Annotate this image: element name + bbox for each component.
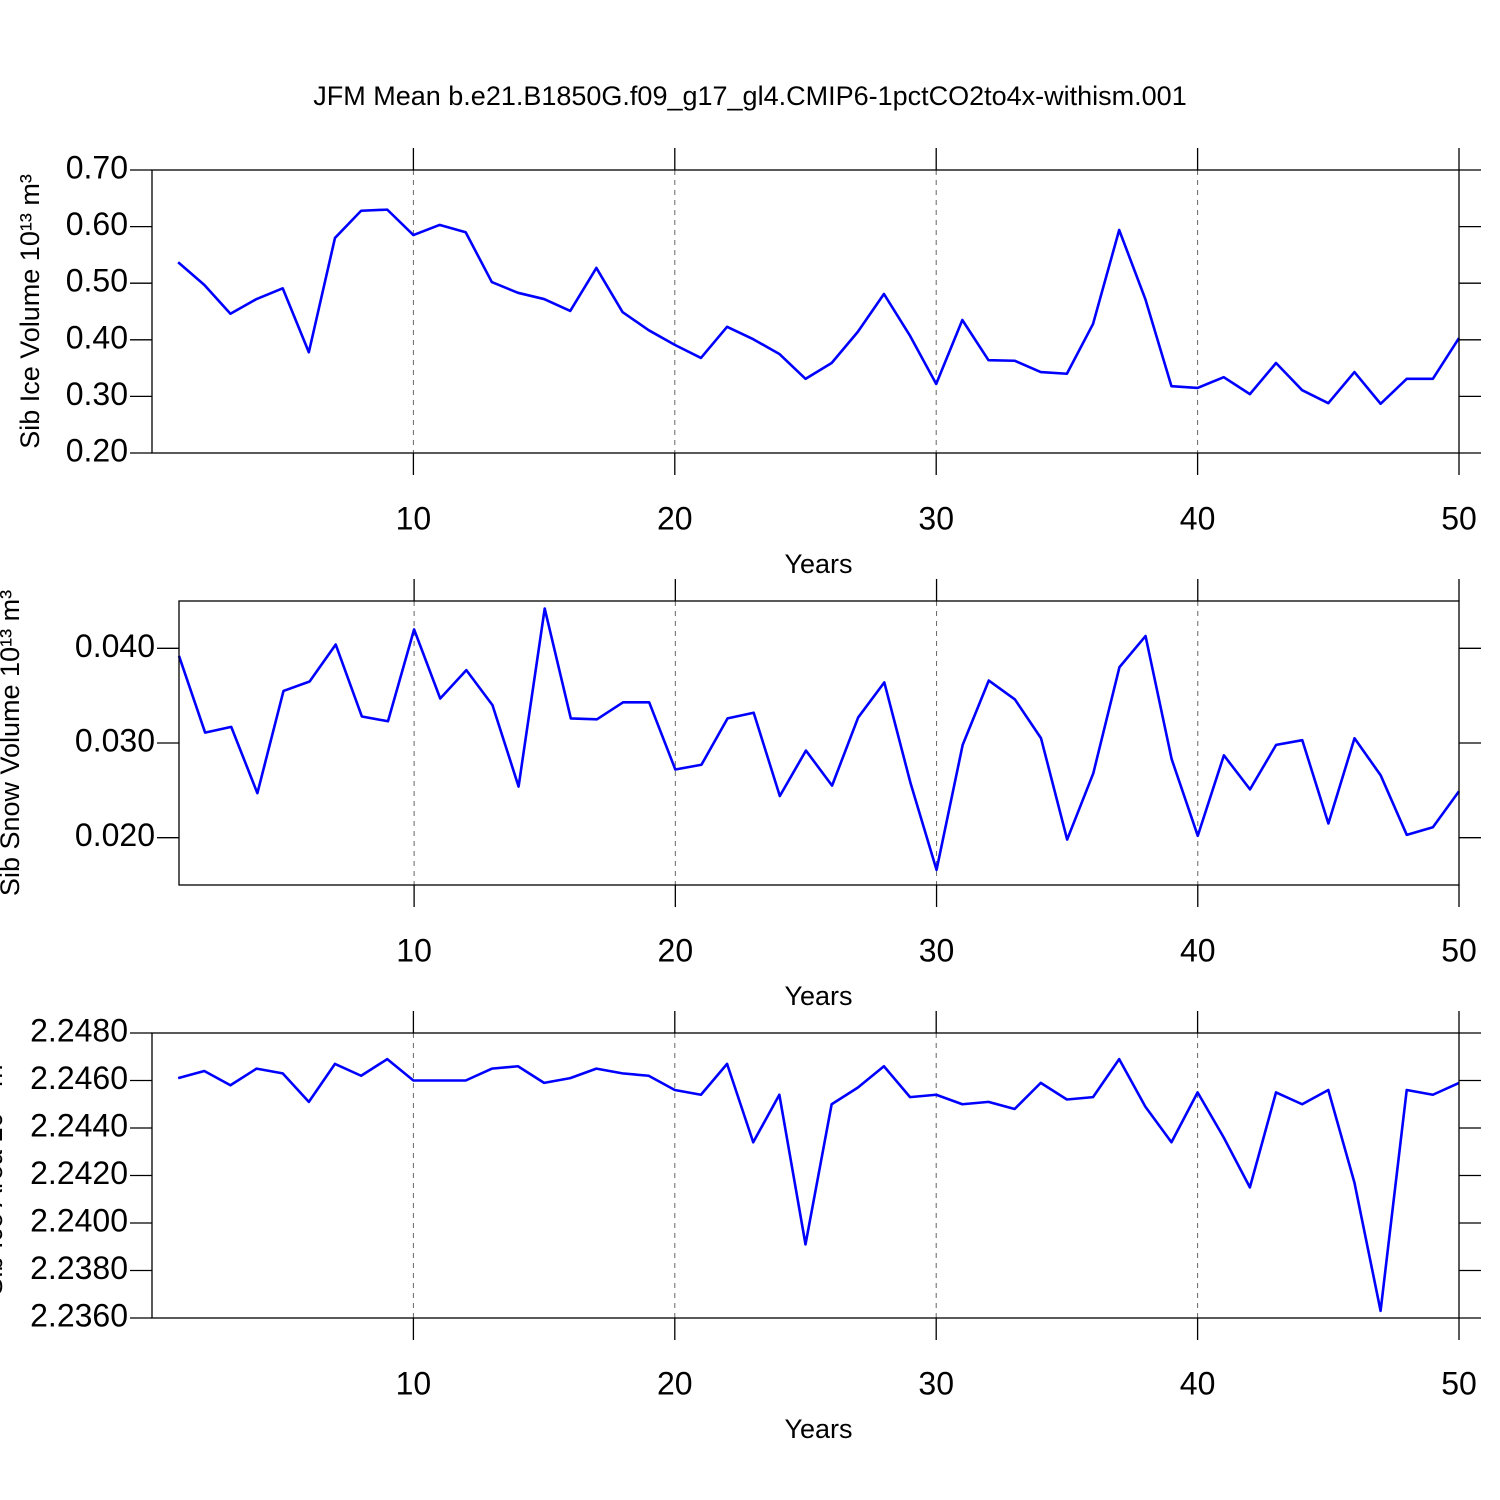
x-tick-label: 10 (396, 1365, 432, 1401)
y-tick-label: 2.2380 (30, 1250, 128, 1286)
x-tick-label: 50 (1441, 1365, 1477, 1401)
plot-frame (178, 600, 1460, 886)
y-tick-label: 2.2460 (30, 1060, 128, 1096)
y-tick-label: 2.2400 (30, 1202, 128, 1238)
x-axis-label: Years (784, 981, 852, 1011)
y-tick-label: 0.60 (66, 206, 128, 242)
x-tick-label: 50 (1441, 500, 1477, 536)
y-tick-label: 2.2480 (30, 1012, 128, 1048)
y-tick-label: 0.20 (66, 432, 128, 468)
x-tick-label: 40 (1180, 500, 1216, 536)
x-axis-label: Years (784, 549, 852, 579)
y-tick-label: 2.2420 (30, 1155, 128, 1191)
y-tick-label: 0.30 (66, 376, 128, 412)
y-tick-label: 0.030 (75, 722, 155, 758)
x-tick-label: 20 (657, 1365, 693, 1401)
plot-frame (151, 169, 1460, 454)
y-tick-label: 2.2360 (30, 1297, 128, 1333)
x-tick-label: 30 (918, 1365, 954, 1401)
y-tick-label: 0.40 (66, 319, 128, 355)
y-axis-label: Sib Ice Area 10¹³ m² (0, 1055, 8, 1295)
y-axis-label: Sib Snow Volume 10¹³ m³ (0, 590, 25, 896)
y-tick-label: 0.50 (66, 263, 128, 299)
data-line (177, 208, 1461, 406)
data-line (177, 1057, 1460, 1313)
x-axis-label: Years (784, 1414, 852, 1444)
chart-title: JFM Mean b.e21.B1850G.f09_g17_gl4.CMIP6-… (313, 81, 1186, 111)
y-axis-label: Sib Ice Volume 10¹³ m³ (15, 174, 45, 449)
y-tick-label: 2.2440 (30, 1107, 128, 1143)
x-tick-label: 10 (396, 500, 432, 536)
x-tick-label: 10 (396, 932, 432, 968)
y-tick-label: 0.020 (75, 817, 155, 853)
x-tick-label: 30 (918, 500, 954, 536)
y-tick-label: 0.70 (66, 149, 128, 185)
x-tick-label: 20 (657, 500, 693, 536)
x-tick-label: 40 (1180, 932, 1216, 968)
y-tick-label: 0.040 (75, 628, 155, 664)
x-tick-label: 40 (1180, 1365, 1216, 1401)
x-tick-label: 30 (919, 932, 955, 968)
x-tick-label: 50 (1441, 932, 1477, 968)
plot-frame (151, 1032, 1460, 1319)
x-tick-label: 20 (658, 932, 694, 968)
data-line (177, 607, 1461, 872)
